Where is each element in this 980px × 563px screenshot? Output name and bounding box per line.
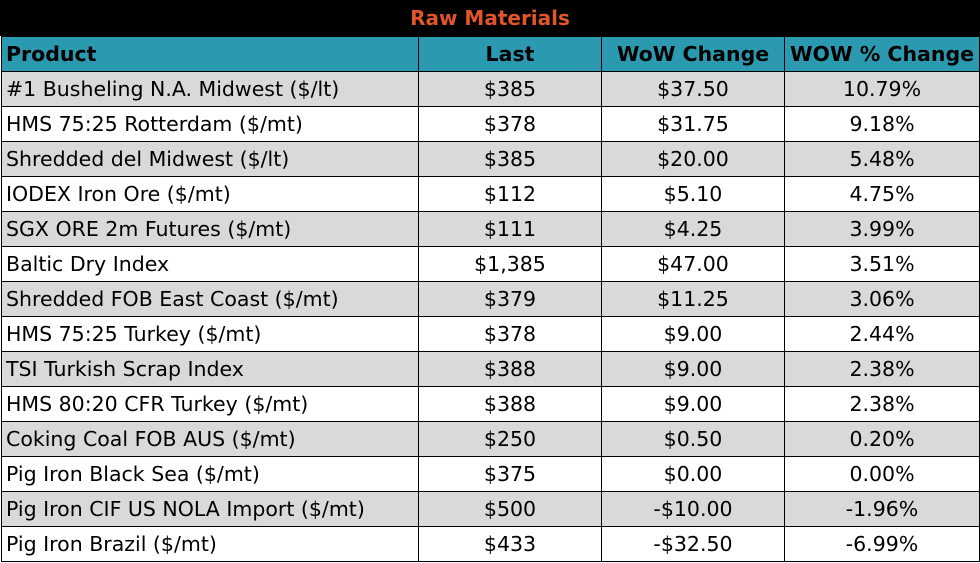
column-header-wow-change: WoW Change: [601, 36, 785, 72]
table-row: IODEX Iron Ore ($/mt) $112 $5.10 4.75%: [1, 176, 980, 212]
product-cell: Shredded FOB East Coast ($/mt): [1, 281, 419, 317]
last-cell: $250: [418, 421, 602, 457]
table-row: Pig Iron CIF US NOLA Import ($/mt) $500 -$…: [1, 491, 980, 527]
wow-pct-change-cell: 2.44%: [784, 316, 980, 352]
wow-change-cell: $4.25: [601, 211, 785, 247]
wow-change-cell: $11.25: [601, 281, 785, 317]
wow-pct-change-cell: 0.00%: [784, 456, 980, 492]
last-cell: $385: [418, 71, 602, 107]
last-cell: $388: [418, 386, 602, 422]
wow-pct-change-cell: 0.20%: [784, 421, 980, 457]
wow-pct-change-cell: 2.38%: [784, 351, 980, 387]
product-cell: SGX ORE 2m Futures ($/mt): [1, 211, 419, 247]
table-row: Pig Iron Black Sea ($/mt) $375 $0.00 0.00%: [1, 456, 980, 492]
product-cell: Baltic Dry Index: [1, 246, 419, 282]
wow-pct-change-cell: 3.06%: [784, 281, 980, 317]
product-cell: Pig Iron Brazil ($/mt): [1, 526, 419, 562]
wow-change-cell: $0.50: [601, 421, 785, 457]
last-cell: $500: [418, 491, 602, 527]
wow-change-cell: $9.00: [601, 316, 785, 352]
product-cell: #1 Busheling N.A. Midwest ($/lt): [1, 71, 419, 107]
product-cell: Pig Iron Black Sea ($/mt): [1, 456, 419, 492]
product-cell: Shredded del Midwest ($/lt): [1, 141, 419, 177]
wow-pct-change-cell: -6.99%: [784, 526, 980, 562]
wow-change-cell: -$32.50: [601, 526, 785, 562]
last-cell: $1,385: [418, 246, 602, 282]
wow-change-cell: $5.10: [601, 176, 785, 212]
product-cell: HMS 75:25 Turkey ($/mt): [1, 316, 419, 352]
last-cell: $385: [418, 141, 602, 177]
table-row: Shredded FOB East Coast ($/mt) $379 $11.25…: [1, 281, 980, 317]
table-row: HMS 80:20 CFR Turkey ($/mt) $388 $9.00 2.38…: [1, 386, 980, 422]
table-row: HMS 75:25 Turkey ($/mt) $378 $9.00 2.44%: [1, 316, 980, 352]
table-body: #1 Busheling N.A. Midwest ($/lt) $385 $37.…: [1, 71, 980, 562]
last-cell: $433: [418, 526, 602, 562]
product-cell: HMS 75:25 Rotterdam ($/mt): [1, 106, 419, 142]
wow-change-cell: $20.00: [601, 141, 785, 177]
table-row: Pig Iron Brazil ($/mt) $433 -$32.50 -6.99%: [1, 526, 980, 562]
last-cell: $379: [418, 281, 602, 317]
table-title: Raw Materials: [0, 0, 980, 36]
last-cell: $375: [418, 456, 602, 492]
table-row: SGX ORE 2m Futures ($/mt) $111 $4.25 3.99%: [1, 211, 980, 247]
wow-pct-change-cell: 10.79%: [784, 71, 980, 107]
wow-change-cell: $37.50: [601, 71, 785, 107]
wow-pct-change-cell: -1.96%: [784, 491, 980, 527]
table-row: Shredded del Midwest ($/lt) $385 $20.00 5.4…: [1, 141, 980, 177]
wow-change-cell: $9.00: [601, 351, 785, 387]
wow-pct-change-cell: 9.18%: [784, 106, 980, 142]
wow-pct-change-cell: 4.75%: [784, 176, 980, 212]
last-cell: $378: [418, 106, 602, 142]
table-row: TSI Turkish Scrap Index $388 $9.00 2.38%: [1, 351, 980, 387]
wow-change-cell: $31.75: [601, 106, 785, 142]
product-cell: HMS 80:20 CFR Turkey ($/mt): [1, 386, 419, 422]
wow-change-cell: $47.00: [601, 246, 785, 282]
column-header-product: Product: [1, 36, 419, 72]
last-cell: $112: [418, 176, 602, 212]
header-row: Product Last WoW Change WOW % Change: [1, 36, 980, 72]
product-cell: IODEX Iron Ore ($/mt): [1, 176, 419, 212]
last-cell: $378: [418, 316, 602, 352]
last-cell: $388: [418, 351, 602, 387]
wow-pct-change-cell: 3.99%: [784, 211, 980, 247]
wow-change-cell: -$10.00: [601, 491, 785, 527]
table-row: Baltic Dry Index $1,385 $47.00 3.51%: [1, 246, 980, 282]
column-header-wow-pct-change: WOW % Change: [784, 36, 980, 72]
wow-pct-change-cell: 5.48%: [784, 141, 980, 177]
wow-pct-change-cell: 2.38%: [784, 386, 980, 422]
product-cell: Pig Iron CIF US NOLA Import ($/mt): [1, 491, 419, 527]
table-row: HMS 75:25 Rotterdam ($/mt) $378 $31.75 9.18…: [1, 106, 980, 142]
column-header-last: Last: [418, 36, 602, 72]
wow-change-cell: $0.00: [601, 456, 785, 492]
last-cell: $111: [418, 211, 602, 247]
product-cell: TSI Turkish Scrap Index: [1, 351, 419, 387]
table-row: #1 Busheling N.A. Midwest ($/lt) $385 $37.…: [1, 71, 980, 107]
raw-materials-table: Product Last WoW Change WOW % Change #1 …: [1, 36, 980, 562]
wow-change-cell: $9.00: [601, 386, 785, 422]
wow-pct-change-cell: 3.51%: [784, 246, 980, 282]
table-row: Coking Coal FOB AUS ($/mt) $250 $0.50 0.20%: [1, 421, 980, 457]
product-cell: Coking Coal FOB AUS ($/mt): [1, 421, 419, 457]
